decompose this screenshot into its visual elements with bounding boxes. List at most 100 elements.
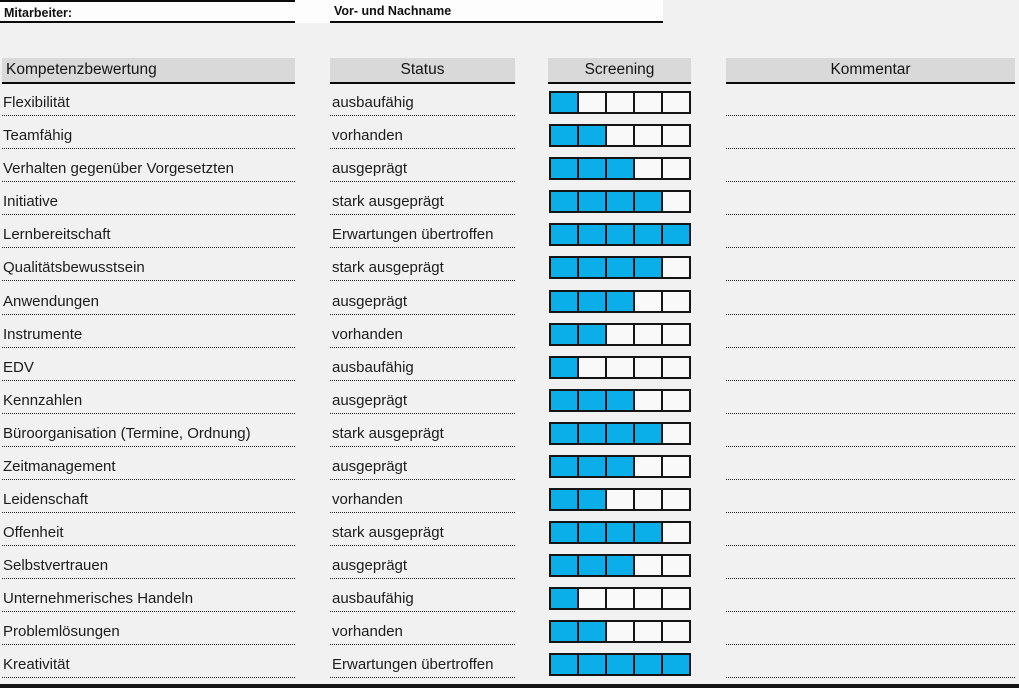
screening-cell-filled[interactable] (605, 655, 633, 675)
screening-bar[interactable] (549, 91, 691, 115)
comment-line[interactable] (726, 303, 1015, 315)
screening-cell-empty[interactable] (661, 291, 689, 311)
screening-cell-filled[interactable] (577, 622, 605, 642)
screening-cell-filled[interactable] (605, 225, 633, 245)
screening-cell-empty[interactable] (605, 126, 633, 146)
screening-cell-filled[interactable] (577, 126, 605, 146)
screening-cell-empty[interactable] (661, 423, 689, 443)
screening-cell-empty[interactable] (577, 357, 605, 377)
screening-cell-filled[interactable] (551, 291, 577, 311)
screening-bar[interactable] (549, 421, 691, 445)
status-value-cell[interactable]: Erwartungen übertroffen (330, 227, 515, 249)
screening-cell-empty[interactable] (661, 490, 689, 510)
screening-cell-filled[interactable] (551, 159, 577, 179)
screening-cell-filled[interactable] (577, 655, 605, 675)
screening-cell-filled[interactable] (551, 390, 577, 410)
comment-line[interactable] (726, 203, 1015, 216)
screening-cell-filled[interactable] (551, 126, 577, 146)
screening-cell-filled[interactable] (605, 258, 633, 278)
comment-line[interactable] (726, 336, 1015, 348)
status-value-cell[interactable]: vorhanden (330, 624, 515, 646)
screening-bar[interactable] (549, 554, 691, 578)
status-value-cell[interactable]: Erwartungen übertroffen (330, 657, 515, 679)
screening-bar[interactable] (549, 521, 691, 545)
screening-cell-filled[interactable] (605, 556, 633, 576)
status-value-cell[interactable]: ausgeprägt (330, 558, 515, 580)
screening-cell-filled[interactable] (605, 291, 633, 311)
comment-line[interactable] (726, 137, 1015, 150)
screening-cell-filled[interactable] (661, 225, 689, 245)
comment-line[interactable] (726, 600, 1015, 613)
comment-line[interactable] (726, 435, 1015, 447)
screening-cell-empty[interactable] (661, 456, 689, 476)
screening-bar[interactable] (549, 289, 691, 313)
screening-cell-empty[interactable] (661, 589, 689, 609)
screening-cell-filled[interactable] (551, 456, 577, 476)
screening-cell-filled[interactable] (551, 622, 577, 642)
screening-bar[interactable] (549, 388, 691, 412)
screening-cell-empty[interactable] (633, 159, 661, 179)
screening-bar[interactable] (549, 587, 691, 611)
screening-bar[interactable] (549, 157, 691, 181)
screening-cell-filled[interactable] (605, 423, 633, 443)
screening-bar[interactable] (549, 223, 691, 247)
screening-cell-filled[interactable] (633, 258, 661, 278)
screening-cell-empty[interactable] (661, 523, 689, 543)
screening-cell-empty[interactable] (633, 126, 661, 146)
status-value-cell[interactable]: ausgeprägt (330, 161, 515, 183)
screening-cell-filled[interactable] (577, 192, 605, 212)
screening-cell-empty[interactable] (605, 324, 633, 344)
status-value-cell[interactable]: vorhanden (330, 492, 515, 514)
comment-line[interactable] (726, 633, 1015, 646)
screening-cell-filled[interactable] (605, 159, 633, 179)
screening-cell-empty[interactable] (633, 589, 661, 609)
employee-name-input[interactable]: Vor- und Nachname (330, 0, 663, 23)
screening-cell-filled[interactable] (577, 291, 605, 311)
screening-cell-filled[interactable] (577, 456, 605, 476)
screening-bar[interactable] (549, 124, 691, 148)
screening-bar[interactable] (549, 488, 691, 512)
screening-cell-filled[interactable] (577, 324, 605, 344)
screening-cell-filled[interactable] (577, 159, 605, 179)
screening-cell-empty[interactable] (605, 589, 633, 609)
screening-bar[interactable] (549, 355, 691, 379)
screening-cell-filled[interactable] (605, 390, 633, 410)
screening-cell-filled[interactable] (577, 390, 605, 410)
screening-cell-empty[interactable] (661, 192, 689, 212)
screening-bar[interactable] (549, 454, 691, 478)
comment-line[interactable] (726, 170, 1015, 183)
screening-cell-empty[interactable] (633, 357, 661, 377)
screening-cell-filled[interactable] (551, 357, 577, 377)
screening-cell-empty[interactable] (661, 126, 689, 146)
status-value-cell[interactable]: stark ausgeprägt (330, 260, 515, 282)
screening-cell-filled[interactable] (551, 490, 577, 510)
screening-cell-empty[interactable] (633, 390, 661, 410)
screening-cell-filled[interactable] (551, 93, 577, 113)
comment-line[interactable] (726, 269, 1015, 282)
screening-cell-empty[interactable] (633, 324, 661, 344)
comment-line[interactable] (726, 402, 1015, 414)
screening-cell-empty[interactable] (633, 291, 661, 311)
screening-cell-filled[interactable] (605, 192, 633, 212)
comment-line[interactable] (726, 236, 1015, 249)
screening-cell-empty[interactable] (605, 357, 633, 377)
screening-cell-filled[interactable] (551, 589, 577, 609)
screening-cell-filled[interactable] (551, 655, 577, 675)
screening-cell-filled[interactable] (577, 225, 605, 245)
comment-line[interactable] (726, 666, 1015, 679)
screening-cell-filled[interactable] (551, 556, 577, 576)
status-value-cell[interactable]: stark ausgeprägt (330, 194, 515, 216)
screening-cell-empty[interactable] (661, 357, 689, 377)
screening-cell-empty[interactable] (577, 93, 605, 113)
comment-line[interactable] (726, 369, 1015, 381)
status-value-cell[interactable]: ausbaufähig (330, 95, 515, 117)
screening-bar[interactable] (549, 190, 691, 214)
screening-bar[interactable] (549, 322, 691, 346)
screening-cell-filled[interactable] (633, 192, 661, 212)
mitarbeiter-field[interactable]: Mitarbeiter: (0, 0, 295, 23)
screening-cell-empty[interactable] (661, 324, 689, 344)
screening-cell-filled[interactable] (551, 423, 577, 443)
screening-cell-empty[interactable] (605, 93, 633, 113)
screening-cell-filled[interactable] (551, 258, 577, 278)
screening-cell-filled[interactable] (577, 423, 605, 443)
